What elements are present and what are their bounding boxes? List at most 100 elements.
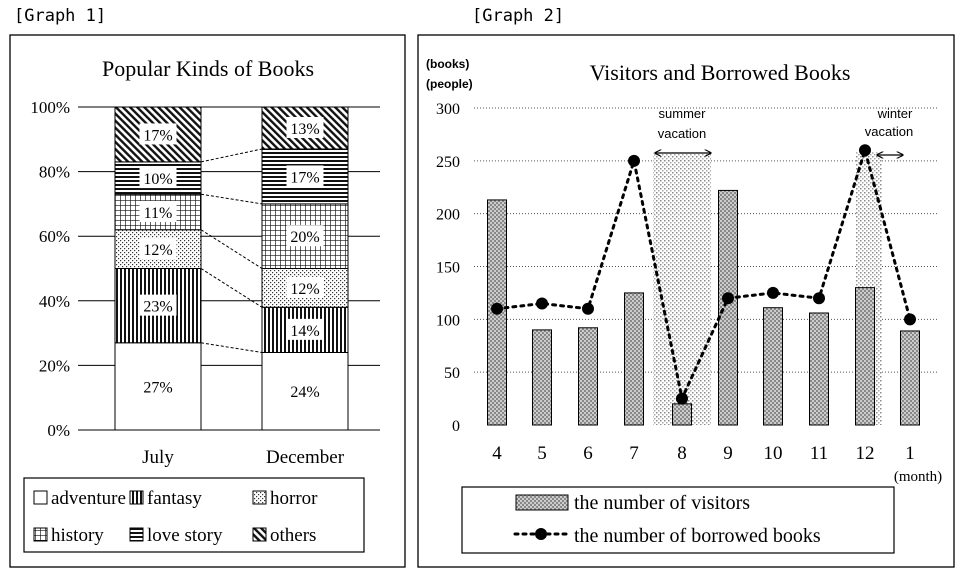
graph1-data-label-bg — [286, 116, 324, 138]
graph1-data-label-bg — [139, 200, 177, 222]
graph1-data-label-bg — [286, 225, 324, 247]
graph2-borrowed-point — [904, 313, 916, 326]
graph1-connector-line — [200, 193, 263, 205]
graph2-x-tick-label: 7 — [629, 443, 639, 464]
graph1-y-tick-label: 60% — [39, 227, 70, 246]
graph2-borrowed-point — [859, 144, 871, 157]
graph2-borrowed-point — [813, 292, 825, 305]
graph1-data-label-bg — [286, 318, 324, 340]
graph1-data-label: 12% — [143, 242, 172, 259]
graph2-x-tick-label: 6 — [583, 443, 593, 464]
graph1-data-label: 13% — [290, 121, 319, 138]
graph1-legend-label: horror — [270, 488, 318, 509]
graph1-legend-label: others — [270, 525, 316, 546]
graph1-data-label: 27% — [143, 379, 172, 396]
graph1-data-label-bg — [286, 165, 324, 187]
graph1-y-tick-label: 100% — [30, 98, 70, 117]
graph1-connector-line — [200, 342, 263, 353]
graph2-borrowed-line — [495, 144, 912, 404]
graph1-frame — [9, 34, 406, 568]
graph2-y-tick-label: 300 — [436, 101, 460, 118]
graph2-y-unit-people: (people) — [426, 77, 473, 91]
graph2-x-unit-label: (month) — [894, 469, 942, 485]
graph2-y-tick-label: 100 — [436, 312, 460, 329]
graph1-data-label-bg — [286, 276, 324, 298]
graph1-connector-line — [200, 268, 263, 308]
graph2-y-tick-label: 0 — [452, 418, 460, 435]
graph2-visitors-bar — [900, 330, 920, 426]
graph2-vacation-shade — [653, 152, 711, 425]
graph1-legend-swatch-love-story — [129, 527, 144, 542]
graph2-visitors-bar — [578, 327, 598, 426]
graph2-visitors-bar — [855, 287, 875, 426]
graph2-annotation-summer: summer — [659, 106, 707, 121]
graph1-data-label-bg — [139, 375, 177, 397]
graph2-borrowed-point — [628, 154, 640, 167]
graph2-y-unit-books: (books) — [426, 57, 469, 71]
graph2-legend-swatch-borrowed-point — [535, 528, 547, 540]
graph1-data-label: 17% — [143, 127, 172, 144]
graph2-x-tick-label: 10 — [764, 443, 783, 464]
graph2-caption: [Graph 2] — [472, 6, 565, 26]
graph1-data-label-bg — [286, 380, 324, 402]
graph1-legend-box — [23, 477, 365, 553]
graph1-legend-swatch-history — [33, 527, 48, 542]
graph2-x-tick-label: 12 — [856, 443, 875, 464]
graph2-annotation-winter: vacation — [865, 124, 913, 139]
graph2-x-tick-label: 5 — [537, 443, 547, 464]
graph1-data-label: 20% — [290, 229, 319, 246]
graph2-x-tick-label: 8 — [677, 443, 687, 464]
graph2-borrowed-point — [767, 286, 779, 299]
graph2-annotation-summer: vacation — [658, 126, 706, 141]
graph1-y-tick-label: 40% — [39, 292, 70, 311]
graph1-x-tick-label: December — [266, 447, 345, 468]
graph1-data-label: 17% — [290, 169, 319, 186]
graph1-legend-swatch-fantasy — [129, 490, 144, 505]
graph2-visitors-bar — [532, 329, 552, 426]
graph1-data-label: 11% — [144, 205, 173, 222]
graph1-legend-label: love story — [147, 525, 223, 546]
graph2-x-tick-label: 11 — [810, 443, 828, 464]
graph2-visitors-bar — [672, 403, 692, 426]
graph1-legend-label: history — [51, 525, 104, 546]
graph2-y-tick-label: 150 — [436, 260, 460, 277]
graph1-data-label-bg — [139, 123, 177, 145]
graph1-legend-swatch-adventure — [33, 490, 48, 505]
graph1-title: Popular Kinds of Books — [102, 56, 314, 81]
graph1-data-label: 14% — [290, 323, 319, 340]
graph1-x-tick-label: July — [142, 447, 174, 468]
graph2-borrowed-point — [536, 297, 548, 310]
graph1-legend-label: fantasy — [147, 488, 202, 509]
graph2-x-tick-label: 4 — [492, 443, 502, 464]
graph2-borrowed-point — [722, 292, 734, 305]
graph1-legend-label: adventure — [51, 488, 126, 509]
graph2-borrowed-point — [582, 302, 594, 315]
graph1-caption: [Graph 1] — [14, 6, 107, 26]
graph2-visitors-bar — [809, 312, 829, 426]
graph2-frame — [417, 34, 955, 568]
graph2-legend-box — [461, 486, 895, 554]
graph2-x-tick-label: 9 — [723, 443, 733, 464]
graph1-legend-swatch-others — [252, 527, 267, 542]
graph1-data-label-bg — [139, 238, 177, 260]
graph2-x-tick-label: 1 — [905, 443, 915, 464]
graph1-connector-line — [200, 148, 263, 163]
graph2-legend-swatch-visitors — [515, 494, 569, 511]
graph2-visitors-bar — [624, 292, 644, 426]
graph1-data-label: 24% — [290, 384, 319, 401]
graph1-legend-swatch-horror — [252, 490, 267, 505]
graph1-data-label: 23% — [143, 299, 172, 316]
graph1-y-tick-label: 80% — [39, 163, 70, 182]
graph2-annotation-winter: winter — [877, 106, 913, 121]
graph1-y-tick-label: 0% — [47, 421, 70, 440]
graph1-data-label: 12% — [290, 281, 319, 298]
graph2-legend-label: the number of borrowed books — [574, 525, 821, 547]
graph2-visitors-bar — [718, 189, 738, 426]
graph1-y-tick-label: 20% — [39, 356, 70, 375]
graph2-y-tick-label: 50 — [444, 365, 460, 382]
graph1-connector-line — [200, 229, 263, 269]
graph1-data-label-bg — [139, 294, 177, 316]
graph2-visitors-bar — [763, 307, 783, 426]
graph1-data-label: 10% — [143, 171, 172, 188]
